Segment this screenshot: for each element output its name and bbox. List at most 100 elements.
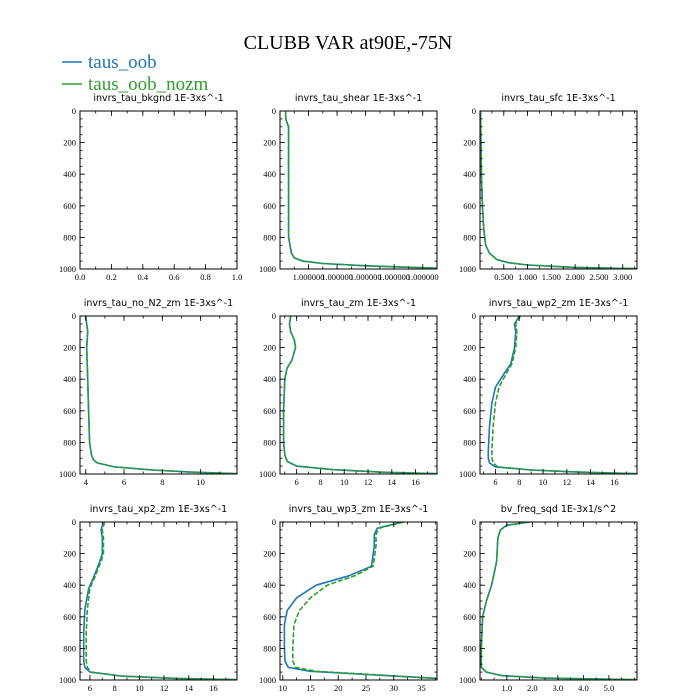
y-tick-label: 200 — [463, 343, 476, 353]
y-tick-label: 1000 — [259, 264, 276, 274]
chart-panel: invrs_tau_shear 1E-3xs^-1 0 200 400 600 800 10… — [259, 93, 439, 282]
y-tick-label: 0 — [72, 106, 76, 116]
y-tick-label: 0 — [272, 517, 276, 527]
y-tick-label: 400 — [463, 374, 476, 384]
y-tick-label: 800 — [63, 232, 76, 242]
y-tick-label: 0 — [472, 311, 476, 321]
series-group — [487, 316, 637, 474]
x-tick-label: 6 — [493, 477, 497, 487]
y-tick-label: 1000 — [59, 469, 76, 479]
x-tick-label: 35 — [417, 683, 426, 693]
x-tick-label: 1.000000 — [350, 272, 382, 282]
series-line — [487, 316, 637, 474]
series-group — [284, 111, 437, 269]
x-tick-label: 2.000 — [566, 272, 585, 282]
chart-panel: invrs_tau_xp2_zm 1E-3xs^-1 0 200 400 600 800 1… — [59, 504, 238, 693]
y-tick-label: 200 — [463, 138, 476, 148]
y-tick-label: 0 — [272, 311, 276, 321]
x-tick-label: 4 — [84, 477, 89, 487]
x-tick-label: 15 — [306, 683, 315, 693]
series-line — [291, 522, 437, 680]
y-tick-label: 600 — [263, 201, 276, 211]
x-tick-label: 8 — [112, 683, 116, 693]
y-tick-label: 0 — [472, 517, 476, 527]
y-tick-label: 600 — [263, 612, 276, 622]
y-tick-label: 200 — [263, 343, 276, 353]
panel-title: invrs_tau_wp2_zm 1E-3xs^-1 — [489, 298, 629, 309]
series-line — [284, 111, 437, 269]
x-tick-label: 16 — [610, 477, 619, 487]
x-tick-label: 6 — [295, 477, 299, 487]
panel-title: invrs_tau_no_N2_zm 1E-3xs^-1 — [84, 298, 233, 309]
legend-label: taus_oob — [88, 52, 157, 73]
y-tick-label: 400 — [63, 169, 76, 179]
y-tick-label: 0 — [72, 311, 76, 321]
y-tick-label: 400 — [63, 374, 76, 384]
y-tick-label: 600 — [63, 612, 76, 622]
series-group — [82, 522, 237, 680]
y-tick-label: 800 — [463, 643, 476, 653]
y-tick-label: 1000 — [459, 469, 476, 479]
x-tick-label: 0.6 — [169, 272, 180, 282]
y-tick-label: 200 — [63, 549, 76, 559]
panels: invrs_tau_bkgnd 1E-3xs^-1020040060080010… — [59, 93, 638, 693]
x-tick-label: 1.0 — [232, 272, 243, 282]
x-tick-label: 30 — [389, 683, 398, 693]
x-tick-label: 3.000 — [613, 272, 632, 282]
x-tick-label: 20 — [334, 683, 343, 693]
chart-panel: invrs_tau_wp3_zm 1E-3xs^-1 0 200 400 600 800 1… — [259, 504, 438, 693]
x-tick-label: 5.0 — [604, 683, 615, 693]
y-tick-label: 0 — [472, 106, 476, 116]
x-tick-label: 10 — [135, 683, 144, 693]
x-tick-label: 2.500 — [589, 272, 608, 282]
y-tick-label: 1000 — [59, 675, 76, 685]
y-tick-label: 1000 — [259, 469, 276, 479]
y-tick-label: 400 — [263, 580, 276, 590]
series-line — [82, 522, 237, 680]
x-tick-label: 3.0 — [553, 683, 564, 693]
series-group — [480, 522, 637, 680]
x-tick-label: 16 — [411, 477, 420, 487]
y-tick-label: 200 — [263, 138, 276, 148]
y-tick-label: 400 — [263, 374, 276, 384]
chart-panel: invrs_tau_bkgnd 1E-3xs^-1 0 200 400 600 800 10… — [59, 93, 242, 282]
y-tick-label: 1000 — [259, 675, 276, 685]
y-tick-label: 200 — [63, 138, 76, 148]
y-tick-label: 800 — [463, 437, 476, 447]
y-tick-label: 800 — [63, 643, 76, 653]
x-tick-label: 1.500 — [542, 272, 561, 282]
x-tick-label: 0.8 — [200, 272, 211, 282]
y-tick-label: 600 — [63, 201, 76, 211]
x-tick-label: 12 — [160, 683, 169, 693]
x-tick-label: 0.2 — [106, 272, 117, 282]
x-tick-label: 1.000 — [518, 272, 537, 282]
y-tick-label: 200 — [63, 343, 76, 353]
y-tick-label: 400 — [263, 169, 276, 179]
x-tick-label: 12 — [563, 477, 572, 487]
y-tick-label: 1000 — [59, 264, 76, 274]
x-tick-label: 8 — [160, 477, 164, 487]
y-tick-label: 600 — [463, 612, 476, 622]
y-tick-label: 0 — [72, 517, 76, 527]
chart-panel: invrs_tau_sfc 1E-3xs^-1 0 200 400 600 800 1000… — [459, 93, 638, 282]
chart-panel: bv_freq_sqd 1E-3x1/s^2 0 200 400 600 800 1000 1… — [459, 504, 638, 693]
series-group — [283, 522, 437, 680]
x-tick-label: 14 — [185, 683, 194, 693]
x-tick-label: 1.0 — [501, 683, 512, 693]
y-tick-label: 800 — [263, 643, 276, 653]
panel-title: bv_freq_sqd 1E-3x1/s^2 — [501, 504, 616, 515]
series-line — [283, 522, 437, 680]
series-line — [84, 316, 237, 474]
y-tick-label: 1000 — [459, 264, 476, 274]
x-tick-label: 6 — [122, 477, 126, 487]
y-tick-label: 200 — [263, 549, 276, 559]
x-tick-label: 0.500 — [494, 272, 513, 282]
x-tick-label: 1.000000 — [321, 272, 353, 282]
y-tick-label: 400 — [463, 169, 476, 179]
panel-title: invrs_tau_wp3_zm 1E-3xs^-1 — [289, 504, 429, 515]
x-tick-label: 0.0 — [75, 272, 86, 282]
x-tick-label: 25 — [362, 683, 371, 693]
x-tick-label: 6 — [88, 683, 92, 693]
